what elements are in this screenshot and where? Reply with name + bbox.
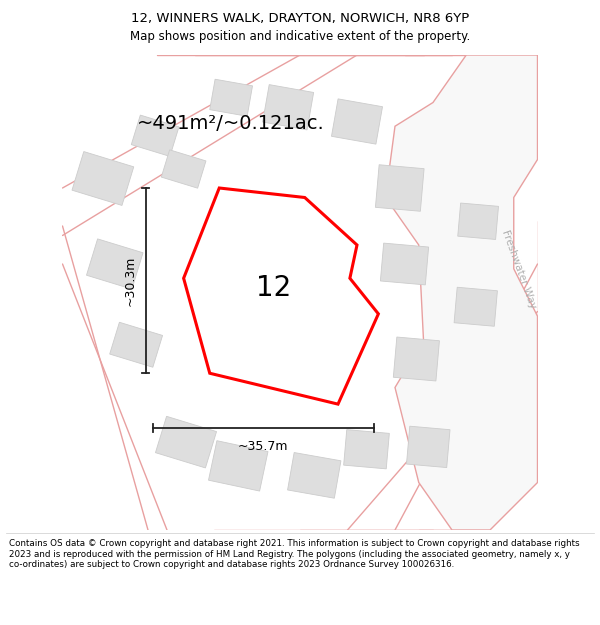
Polygon shape	[263, 84, 314, 130]
Polygon shape	[72, 151, 134, 206]
Text: 12, WINNERS WALK, DRAYTON, NORWICH, NR8 6YP: 12, WINNERS WALK, DRAYTON, NORWICH, NR8 …	[131, 12, 469, 25]
Text: ~35.7m: ~35.7m	[238, 440, 289, 452]
Polygon shape	[331, 99, 383, 144]
Text: Map shows position and indicative extent of the property.: Map shows position and indicative extent…	[130, 30, 470, 43]
Polygon shape	[287, 452, 341, 498]
Polygon shape	[131, 115, 179, 156]
Polygon shape	[155, 416, 217, 468]
Text: 12: 12	[256, 274, 292, 302]
Text: ~491m²/~0.121ac.: ~491m²/~0.121ac.	[137, 114, 325, 133]
Text: Contains OS data © Crown copyright and database right 2021. This information is : Contains OS data © Crown copyright and d…	[9, 539, 580, 569]
Polygon shape	[454, 288, 497, 326]
Polygon shape	[205, 301, 253, 342]
Polygon shape	[161, 150, 206, 188]
Polygon shape	[210, 79, 253, 116]
Polygon shape	[86, 239, 143, 289]
Polygon shape	[208, 441, 268, 491]
Polygon shape	[376, 165, 424, 211]
Polygon shape	[344, 429, 389, 469]
Polygon shape	[386, 55, 538, 530]
Polygon shape	[458, 203, 499, 239]
Polygon shape	[406, 426, 450, 468]
Polygon shape	[394, 337, 439, 381]
Polygon shape	[380, 243, 428, 285]
Text: ~30.3m: ~30.3m	[124, 256, 137, 306]
Polygon shape	[184, 188, 379, 404]
Text: Freshwater Way: Freshwater Way	[500, 228, 538, 309]
Polygon shape	[110, 322, 163, 368]
